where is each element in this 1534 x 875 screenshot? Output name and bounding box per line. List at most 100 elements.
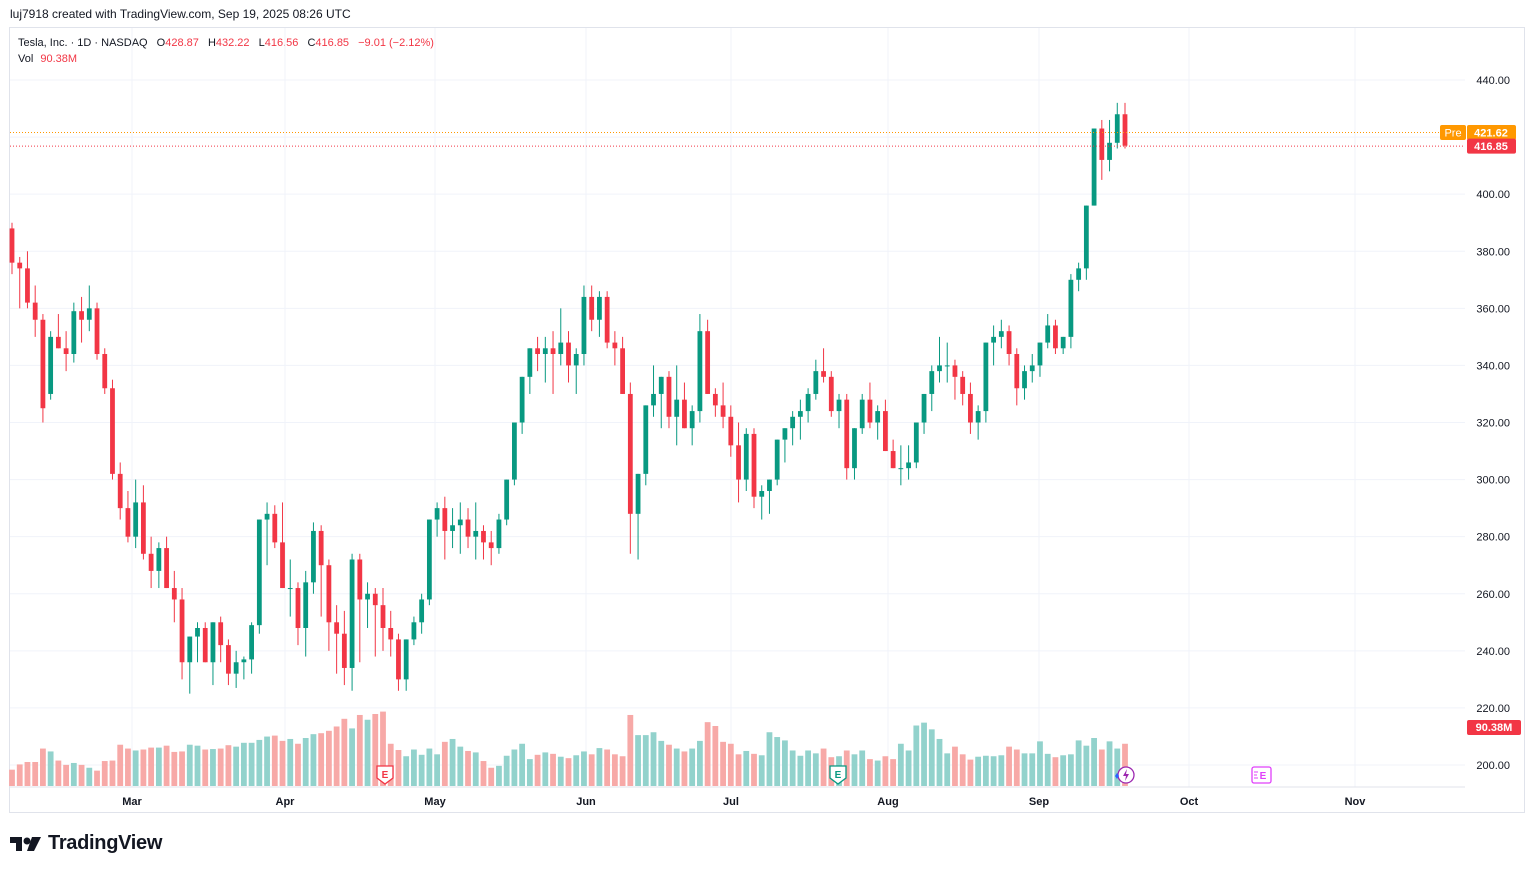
volume-bar	[70, 762, 77, 786]
candle-body	[241, 659, 247, 663]
volume-bar	[928, 729, 935, 786]
candle-body	[643, 405, 649, 474]
tradingview-logo[interactable]: TradingView	[10, 832, 162, 855]
candle-body	[906, 462, 911, 469]
volume-bar	[488, 767, 495, 786]
candle-body	[937, 365, 942, 372]
volume-bar	[271, 735, 278, 786]
volume-bar	[944, 753, 951, 786]
candle-body	[759, 491, 765, 497]
candle-body	[380, 605, 386, 628]
candle-body	[388, 628, 394, 640]
candle-body	[991, 336, 997, 343]
volume-bar	[40, 748, 46, 786]
legend-volume-label[interactable]: Vol	[18, 53, 34, 65]
volume-bar	[1021, 753, 1028, 786]
candle-body	[844, 399, 850, 469]
volume-bar	[519, 743, 526, 786]
candle-body	[929, 371, 935, 394]
legend-close-value: 416.85	[315, 37, 350, 49]
volume-bar	[550, 753, 556, 786]
volume-bar	[1029, 753, 1036, 786]
volume-bar	[148, 747, 155, 786]
candle-body	[597, 296, 602, 320]
volume-badge: 90.38M	[1467, 720, 1521, 735]
candle-body	[1083, 205, 1089, 269]
volume-bar	[526, 759, 533, 786]
candle-body	[736, 445, 741, 480]
volume-bar	[982, 755, 989, 786]
candle-body	[71, 311, 77, 354]
candle-body	[102, 354, 108, 389]
candle-body	[40, 319, 46, 409]
volume-bar	[496, 765, 502, 786]
volume-bar	[78, 764, 85, 786]
candle-body	[1076, 268, 1082, 280]
volume-bar	[751, 753, 757, 786]
volume-bar	[434, 754, 441, 786]
time-tick-label: Oct	[1180, 796, 1199, 808]
candles	[9, 102, 1128, 694]
volume-bar	[998, 755, 1005, 786]
legend-symbol[interactable]: Tesla, Inc. · 1D · NASDAQ	[18, 37, 148, 49]
candle-body	[604, 296, 610, 343]
pre-market-badge: Pre 421.62	[1440, 124, 1516, 140]
volume-bar	[1106, 741, 1113, 786]
volume-bar	[619, 756, 626, 786]
candle-body	[712, 393, 718, 406]
volume-bar	[202, 749, 209, 786]
volume-bars	[9, 711, 1128, 786]
volume-bar	[125, 748, 131, 786]
volume-bar	[797, 755, 804, 786]
volume-bar	[913, 725, 920, 786]
earnings-icon[interactable]: E	[376, 765, 394, 785]
legend-open-value: 428.87	[165, 37, 199, 49]
candle-body	[55, 336, 61, 349]
price-tick-label: 260.00	[1476, 589, 1510, 601]
volume-bar	[990, 756, 997, 786]
candle-body	[140, 502, 146, 554]
candle-body	[558, 342, 564, 354]
dividend-icon[interactable]	[1115, 766, 1135, 784]
candle-body	[705, 331, 711, 394]
volume-bar	[766, 732, 773, 786]
candle-body	[226, 645, 231, 674]
candle-body	[898, 468, 904, 470]
volume-bar	[387, 743, 394, 786]
volume-bar	[310, 734, 317, 786]
chart-grid	[10, 28, 1465, 788]
last-price-value: 416.85	[1474, 141, 1508, 153]
legend-high-label: H	[207, 37, 216, 49]
volume-bar	[16, 764, 23, 786]
volume-bar	[542, 752, 549, 786]
candle-body	[782, 428, 788, 440]
volume-bar	[295, 743, 301, 786]
volume-bar	[1037, 741, 1043, 786]
volume-bar	[217, 748, 224, 786]
volume-bar	[47, 751, 54, 786]
volume-bar	[1006, 746, 1012, 786]
candle-body	[651, 393, 656, 406]
price-tick-label: 200.00	[1476, 760, 1510, 772]
volume-bar	[155, 747, 162, 786]
earnings-icon[interactable]: E	[1251, 766, 1272, 784]
volume-bar	[921, 722, 927, 786]
candle-body	[519, 376, 525, 423]
volume-bar	[441, 741, 448, 786]
tradingview-brand: TradingView	[48, 832, 163, 854]
legend-change: −9.01 (−2.12%)	[358, 37, 434, 49]
volume-bar	[403, 756, 410, 786]
legend-high-value: 432.22	[215, 37, 250, 49]
candle-body	[341, 633, 347, 668]
candle-body	[450, 525, 455, 531]
candle-body	[689, 411, 695, 429]
price-tick-label: 280.00	[1476, 532, 1510, 544]
earnings-icon[interactable]: E	[829, 765, 847, 785]
candle-body	[164, 548, 169, 589]
volume-bar	[1075, 740, 1082, 786]
candle-body	[504, 479, 510, 520]
candle-body	[1014, 354, 1020, 389]
candle-body	[720, 405, 726, 417]
volume-bar	[449, 738, 456, 786]
